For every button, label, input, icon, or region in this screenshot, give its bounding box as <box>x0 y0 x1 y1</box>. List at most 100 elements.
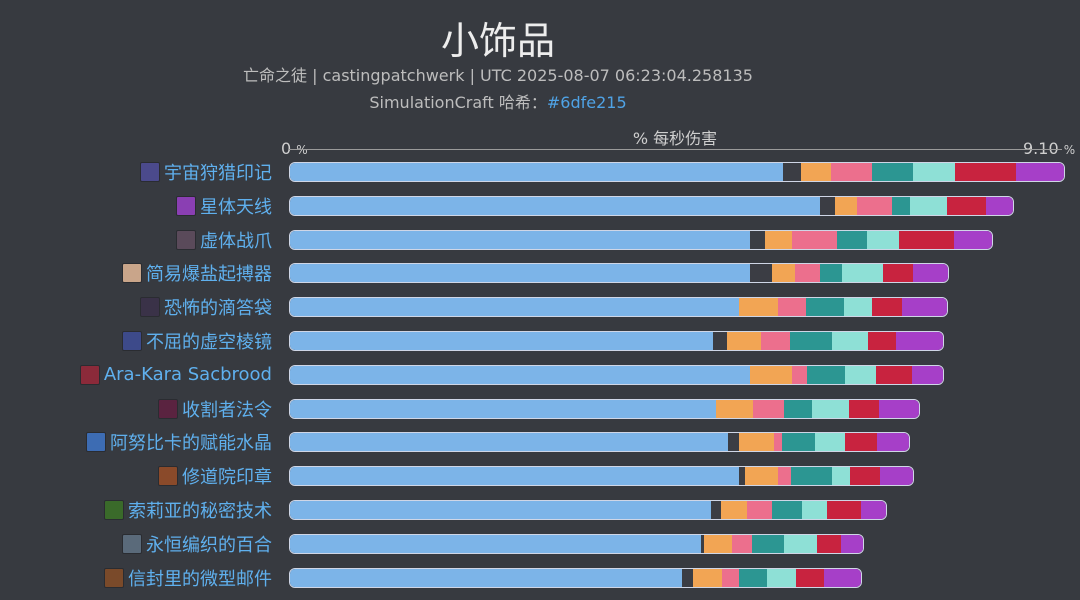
category-label-group: 阿努比卡的赋能水晶 <box>86 425 272 459</box>
category-label[interactable]: 永恒编织的百合 <box>146 534 272 556</box>
bar-segment <box>701 534 704 553</box>
category-label[interactable]: Ara-Kara Sacbrood <box>103 364 272 386</box>
bar-segment <box>841 534 864 553</box>
bar-segment <box>739 568 767 587</box>
bar-segment <box>771 501 803 519</box>
bar-segment <box>812 399 849 418</box>
x-tick-end-value: 9.10 <box>1023 139 1059 158</box>
bar-segment <box>716 399 753 418</box>
x-tick-start-unit: % <box>296 143 308 157</box>
bar-segment <box>860 501 887 519</box>
bar-segment <box>892 196 911 215</box>
bar-segment <box>728 433 740 452</box>
bar-row: 恐怖的滴答袋 <box>0 290 1080 324</box>
stacked-bar <box>289 364 945 385</box>
bar-segment <box>802 501 827 519</box>
bar-segment <box>290 534 702 553</box>
bar-segment <box>806 298 844 317</box>
stacked-bar <box>289 195 1014 216</box>
cosmic-hunt-icon <box>140 162 160 182</box>
category-label[interactable]: 不屈的虚空棱镜 <box>146 332 272 353</box>
void-claw-icon <box>176 229 196 250</box>
bar-segment <box>913 264 949 283</box>
bar-segment <box>784 534 817 553</box>
astral-antenna-icon <box>176 195 196 216</box>
stacked-bar <box>289 229 993 250</box>
bar-segment <box>831 332 869 350</box>
bar-segment <box>876 365 912 384</box>
bar-segment <box>844 433 877 452</box>
hash-link[interactable]: #6dfe215 <box>546 93 627 112</box>
bar-row: 虚体战爪 <box>0 223 1080 257</box>
bar-segment <box>837 230 867 249</box>
bar-segment <box>849 467 881 486</box>
bar-segment <box>879 399 919 418</box>
category-label-group: 宇宙狩猎印记 <box>140 155 272 189</box>
page-title: 小饰品 <box>440 19 555 63</box>
sacbrood-icon <box>79 364 100 385</box>
bar-segment <box>750 365 792 384</box>
bar-segment <box>871 298 902 317</box>
x-tick-start-value: 0 <box>281 139 292 158</box>
category-label[interactable]: 信封里的微型邮件 <box>128 568 272 590</box>
bar-segment <box>750 230 765 249</box>
bar-segment <box>711 501 721 519</box>
stacked-bar <box>289 500 888 520</box>
x-tick-start: 0 % <box>281 139 308 158</box>
subtitle-hash-line: SimulationCraft 哈希：#6dfe215 <box>0 89 996 113</box>
bar-segment <box>792 230 838 249</box>
category-label[interactable]: 阿努比卡的赋能水晶 <box>110 433 272 455</box>
category-label[interactable]: 恐怖的滴答袋 <box>164 298 272 320</box>
bar-segment <box>790 332 832 350</box>
bar-segment <box>876 433 910 452</box>
category-label[interactable]: 虚体战爪 <box>200 230 272 252</box>
bar-segment <box>784 399 813 418</box>
bar-segment <box>844 365 877 384</box>
category-label-group: 不屈的虚空棱镜 <box>122 324 272 358</box>
category-label[interactable]: 宇宙狩猎印记 <box>164 163 272 184</box>
bar-segment <box>731 534 753 553</box>
bar-row: 收割者法令 <box>0 392 1080 426</box>
category-label[interactable]: 简易爆盐起搏器 <box>146 264 272 286</box>
salt-pacemaker-icon <box>122 263 142 284</box>
bar-segment <box>1016 163 1064 181</box>
stacked-bar <box>289 533 865 554</box>
category-label-group: 信封里的微型邮件 <box>104 561 272 595</box>
stacked-bar <box>289 297 948 318</box>
bar-row: 修道院印章 <box>0 459 1080 493</box>
bar-segment <box>842 264 883 283</box>
bar-segment <box>866 230 899 249</box>
stacked-bar <box>289 432 911 453</box>
bar-segment <box>290 298 740 317</box>
bar-segment <box>290 568 683 587</box>
category-label[interactable]: 收割者法令 <box>182 399 272 421</box>
bar-segment <box>778 467 792 486</box>
bar-segment <box>831 163 872 181</box>
bar-segment <box>820 196 836 215</box>
bar-segment <box>796 568 825 587</box>
bar-segment <box>750 264 772 283</box>
category-label[interactable]: 索莉亚的秘密技术 <box>128 501 272 522</box>
x-tick-end-unit: % <box>1063 143 1076 157</box>
bar-segment <box>795 264 821 283</box>
bar-segment <box>774 433 782 452</box>
bar-segment <box>721 568 740 587</box>
bar-segment <box>954 230 992 249</box>
bar-row: 阿努比卡的赋能水晶 <box>0 425 1080 459</box>
bar-row: 信封里的微型邮件 <box>0 561 1080 595</box>
bar-row: 索莉亚的秘密技术 <box>0 493 1080 527</box>
bar-segment <box>831 467 850 486</box>
void-prism-icon <box>122 331 142 351</box>
bar-segment <box>871 163 914 181</box>
bar-segment <box>766 568 797 587</box>
bar-segment <box>913 163 956 181</box>
subtitle-run-info: 亡命之徒 | castingpatchwerk | UTC 2025-08-07… <box>243 66 753 85</box>
category-label[interactable]: 修道院印章 <box>182 467 272 489</box>
bar-segment <box>290 264 751 283</box>
category-label[interactable]: 星体天线 <box>200 196 272 218</box>
bar-row: 宇宙狩猎印记 <box>0 155 1080 189</box>
bar-segment <box>726 332 762 350</box>
bar-segment <box>857 196 893 215</box>
ticking-bag-icon <box>140 297 160 318</box>
bar-segment <box>713 332 727 350</box>
